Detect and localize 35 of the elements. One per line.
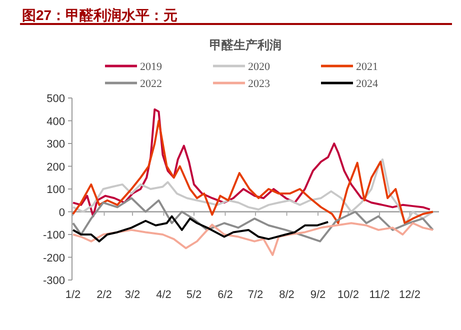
y-tick-label: -100 [42,230,65,242]
chart-subtitle: 甲醛生产利润 [210,38,282,52]
legend-label: 2020 [248,61,270,73]
y-tick-label: 100 [46,184,65,196]
line-series [72,215,330,242]
legend-label: 2019 [140,61,162,73]
chart-title: 图27：甲醛利润水平：元 [22,7,178,23]
x-tick-label: 2/2 [96,289,112,301]
x-tick-label: 5/2 [186,289,202,301]
x-tick-label: 11/2 [369,289,390,301]
x-tick-label: 3/2 [124,289,140,301]
y-tick-label: 0 [58,206,65,219]
legend-label: 2022 [140,78,162,90]
x-tick-label: 6/2 [218,289,233,301]
y-tick-label: 500 [46,93,65,105]
legend-label: 2024 [356,78,378,90]
line-series [72,197,434,242]
x-tick-label: 1/2 [65,289,81,301]
x-tick-label: 9/2 [310,289,326,301]
y-tick-label: 400 [46,116,65,128]
y-tick-label: 200 [46,161,65,174]
y-tick-label: -300 [42,275,65,287]
x-tick-label: 7/2 [248,289,264,301]
y-tick-label: -200 [42,252,65,264]
line-series [72,158,434,224]
y-tick-label: 300 [46,138,65,150]
legend-label: 2021 [356,61,378,73]
line-series [72,120,434,224]
line-series [72,108,431,218]
x-tick-label: 4/2 [156,289,172,301]
line-series [72,222,434,256]
x-tick-label: 10/2 [338,289,359,301]
legend-label: 2023 [248,78,270,90]
x-tick-label: 12/2 [399,289,420,301]
x-tick-label: 8/2 [279,289,294,301]
